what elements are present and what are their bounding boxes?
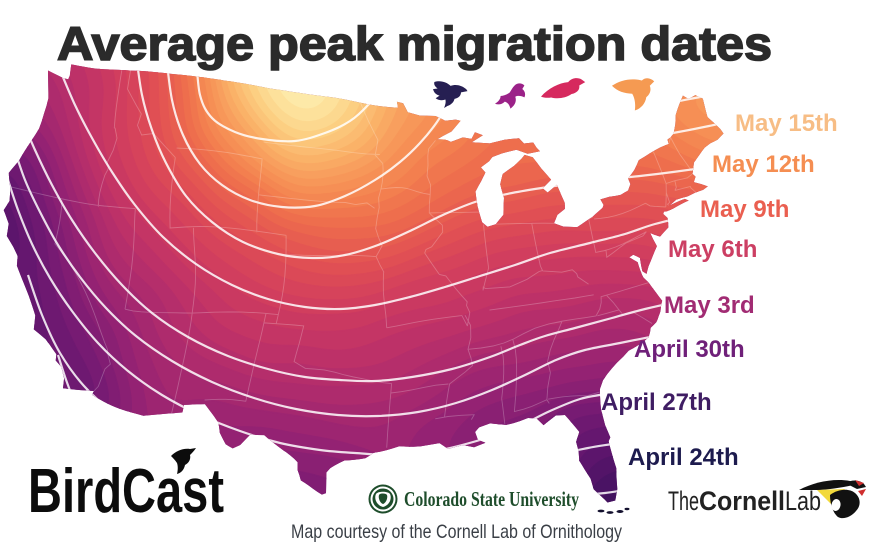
svg-text:Cornell: Cornell — [699, 486, 785, 516]
svg-text:BirdCast: BirdCast — [28, 457, 224, 526]
svg-text:Lab: Lab — [785, 486, 821, 516]
svg-text:Map courtesy of the Cornell La: Map courtesy of the Cornell Lab of Ornit… — [291, 521, 622, 543]
svg-text:The: The — [668, 486, 699, 516]
svg-text:Colorado State University: Colorado State University — [404, 487, 579, 511]
svg-text:Average peak migration dates: Average peak migration dates — [57, 17, 772, 70]
